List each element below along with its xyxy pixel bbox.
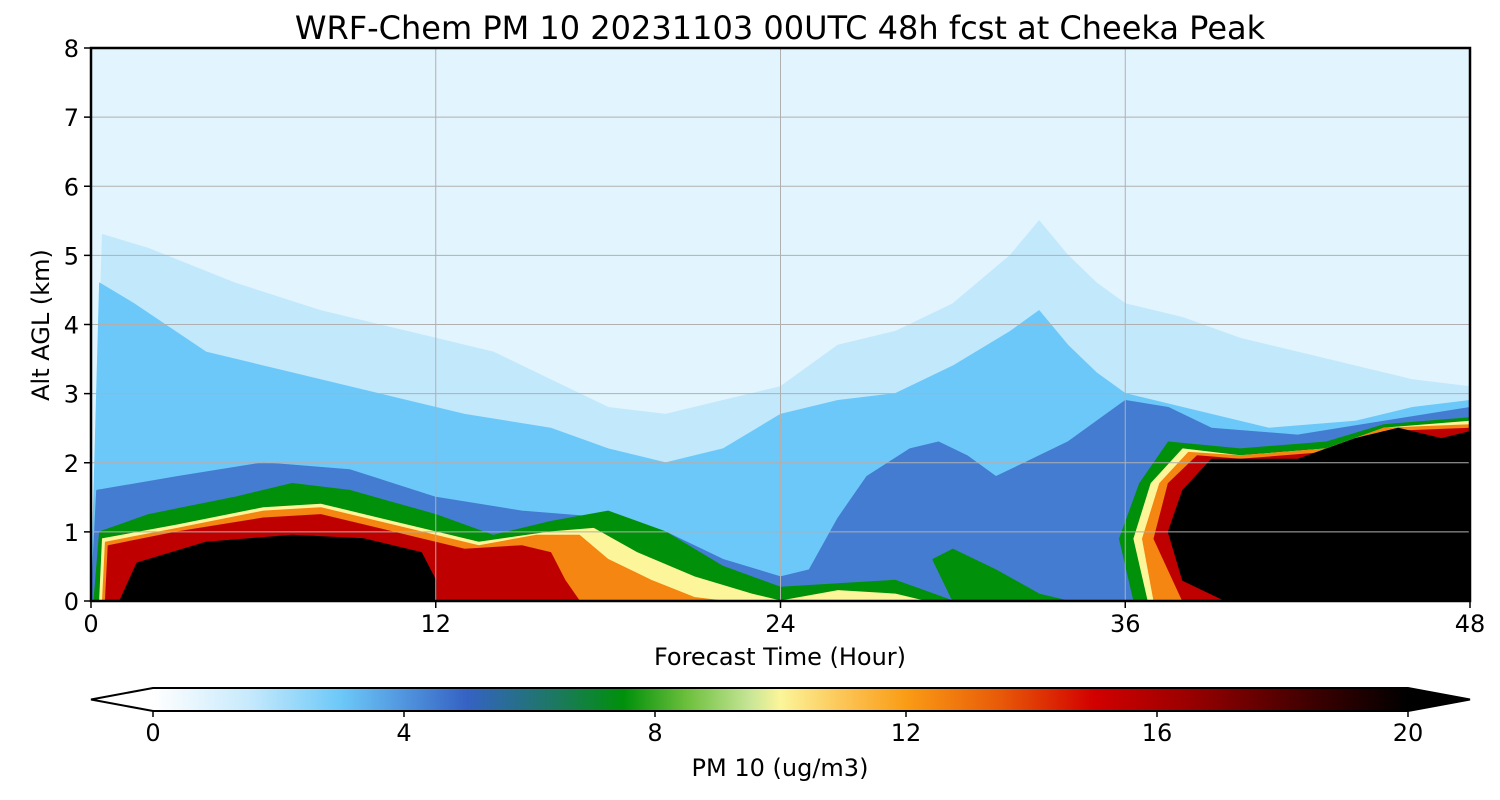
x-tick-label: 48	[1455, 610, 1486, 638]
y-tick-label: 2	[64, 450, 79, 478]
y-tick-label: 8	[64, 35, 79, 63]
colorbar-tick-label: 0	[145, 719, 160, 747]
y-tick-label: 4	[64, 312, 79, 340]
y-tick-label: 1	[64, 519, 79, 547]
x-axis-label: Forecast Time (Hour)	[654, 643, 906, 671]
contour-late-core	[1167, 427, 1470, 601]
chart-title: WRF-Chem PM 10 20231103 00UTC 48h fcst a…	[295, 9, 1266, 47]
colorbar-min-arrow	[91, 688, 153, 711]
y-tick-label: 5	[64, 242, 79, 270]
colorbar-tick-label: 8	[647, 719, 662, 747]
colorbar-tick-label: 12	[891, 719, 922, 747]
y-axis-label: Alt AGL (km)	[27, 249, 55, 401]
y-tick-label: 3	[64, 381, 79, 409]
colorbar-tick-label: 20	[1393, 719, 1424, 747]
colorbar-max-arrow	[1408, 688, 1470, 711]
colorbar-tick-label: 16	[1142, 719, 1173, 747]
x-tick-label: 0	[83, 610, 98, 638]
x-tick-label: 12	[420, 610, 451, 638]
y-tick-label: 7	[64, 104, 79, 132]
y-tick-label: 0	[64, 588, 79, 616]
x-tick-label: 36	[1110, 610, 1141, 638]
grid-lines	[91, 48, 1470, 601]
colorbar: 0 4 8 12 16 20	[90, 687, 1471, 747]
colorbar-label: PM 10 (ug/m3)	[692, 754, 869, 782]
colorbar-tick-label: 4	[396, 719, 411, 747]
y-tick-label: 6	[64, 173, 79, 201]
x-tick-label: 24	[765, 610, 796, 638]
colorbar-gradient	[153, 688, 1408, 711]
